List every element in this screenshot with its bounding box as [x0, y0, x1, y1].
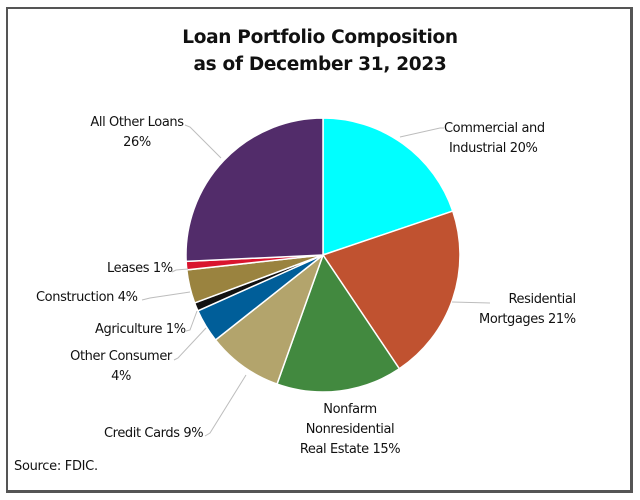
pie-slices — [185, 117, 461, 393]
leader-other-consumer — [173, 327, 207, 361]
leader-agriculture — [185, 310, 198, 332]
label-commercial: Commercial and Industrial 20% — [444, 121, 545, 156]
label-construction: Construction 4% — [36, 290, 138, 305]
leader-all-other — [184, 124, 222, 159]
leader-construction — [141, 291, 191, 301]
chart-title: Loan Portfolio Composition as of Decembe… — [0, 24, 640, 78]
label-other-consumer: Other Consumer 4% — [70, 349, 172, 384]
label-nonfarm: Nonfarm Nonresidential Real Estate 15% — [299, 402, 401, 457]
leader-leases — [171, 268, 189, 273]
pie-slice-all-other — [185, 117, 324, 263]
leader-commercial — [399, 127, 444, 138]
source-note: Source: FDIC. — [14, 459, 98, 474]
leader-lines — [141, 124, 491, 437]
leader-credit-cards — [204, 374, 247, 437]
label-residential: Residential Mortgages 21% — [479, 292, 576, 327]
chart-title-line2: as of December 31, 2023 — [193, 54, 447, 75]
label-credit-cards: Credit Cards 9% — [104, 426, 204, 441]
label-leases: Leases 1% — [107, 261, 173, 276]
label-all-other: All Other Loans 26% — [90, 115, 184, 150]
leader-residential — [451, 301, 491, 304]
pie-slice-residential — [321, 210, 461, 370]
pie-slice-commercial — [322, 117, 454, 257]
pie-slice-nonfarm — [276, 253, 401, 393]
chart-title-line1: Loan Portfolio Composition — [182, 27, 458, 48]
label-agriculture: Agriculture 1% — [95, 322, 186, 337]
